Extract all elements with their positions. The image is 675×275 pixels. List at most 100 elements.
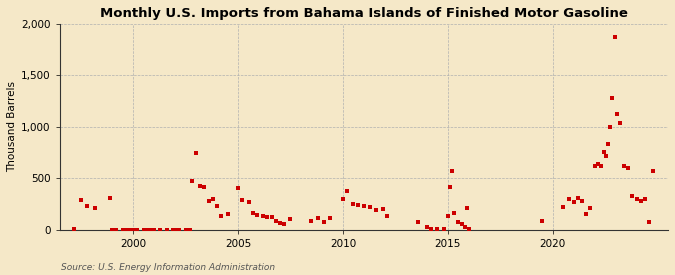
Point	[191, 150, 202, 155]
Point	[184, 228, 195, 232]
Point	[107, 228, 117, 232]
Point	[180, 228, 191, 232]
Point	[438, 227, 449, 231]
Point	[285, 217, 296, 222]
Point	[237, 198, 248, 202]
Point	[432, 227, 443, 232]
Point	[306, 218, 317, 223]
Point	[358, 204, 369, 208]
Point	[138, 228, 149, 232]
Point	[635, 199, 646, 203]
Point	[447, 168, 458, 173]
Point	[585, 206, 596, 210]
Point	[607, 96, 618, 100]
Point	[445, 184, 456, 189]
Point	[222, 212, 233, 216]
Point	[148, 228, 159, 232]
Point	[464, 227, 475, 232]
Point	[421, 224, 432, 229]
Point	[371, 208, 382, 212]
Point	[90, 206, 101, 210]
Point	[381, 214, 392, 219]
Point	[266, 215, 277, 220]
Text: Source: U.S. Energy Information Administration: Source: U.S. Energy Information Administ…	[61, 263, 275, 272]
Point	[279, 221, 290, 226]
Point	[111, 228, 122, 232]
Point	[199, 184, 210, 189]
Point	[603, 142, 614, 146]
Point	[161, 228, 172, 232]
Point	[644, 220, 655, 224]
Point	[262, 215, 273, 219]
Point	[342, 188, 352, 193]
Point	[216, 214, 227, 219]
Point	[459, 224, 470, 229]
Point	[377, 207, 388, 211]
Point	[453, 219, 464, 224]
Point	[581, 212, 592, 216]
Point	[132, 228, 143, 232]
Point	[105, 196, 115, 200]
Point	[461, 205, 472, 210]
Point	[325, 216, 335, 221]
Point	[275, 220, 286, 225]
Point	[252, 213, 263, 217]
Point	[612, 112, 622, 117]
Point	[413, 219, 424, 224]
Y-axis label: Thousand Barrels: Thousand Barrels	[7, 81, 17, 172]
Point	[186, 179, 197, 184]
Point	[618, 164, 629, 168]
Point	[233, 185, 244, 190]
Point	[76, 198, 86, 202]
Point	[631, 197, 642, 201]
Point	[146, 228, 157, 232]
Point	[457, 222, 468, 226]
Point	[313, 216, 323, 221]
Point	[212, 204, 223, 208]
Point	[599, 149, 610, 154]
Point	[207, 197, 218, 201]
Point	[352, 203, 363, 207]
Point	[568, 200, 579, 204]
Point	[364, 205, 375, 209]
Point	[648, 169, 659, 173]
Point	[247, 211, 258, 215]
Point	[348, 202, 359, 206]
Point	[167, 228, 178, 232]
Title: Monthly U.S. Imports from Bahama Islands of Finished Motor Gasoline: Monthly U.S. Imports from Bahama Islands…	[100, 7, 628, 20]
Point	[426, 227, 437, 231]
Point	[609, 35, 620, 40]
Point	[203, 199, 214, 203]
Point	[271, 218, 281, 223]
Point	[558, 205, 568, 209]
Point	[614, 120, 625, 125]
Point	[82, 204, 92, 208]
Point	[601, 153, 612, 158]
Point	[589, 164, 600, 168]
Point	[338, 197, 348, 201]
Point	[442, 214, 453, 219]
Point	[155, 228, 166, 232]
Point	[449, 211, 460, 216]
Point	[128, 228, 138, 232]
Point	[195, 183, 206, 188]
Point	[627, 194, 638, 198]
Point	[258, 214, 269, 218]
Point	[593, 162, 603, 166]
Point	[243, 200, 254, 204]
Point	[122, 228, 132, 232]
Point	[564, 197, 575, 201]
Point	[572, 196, 583, 200]
Point	[537, 218, 547, 223]
Point	[117, 228, 128, 232]
Point	[69, 227, 80, 232]
Point	[576, 199, 587, 203]
Point	[605, 125, 616, 129]
Point	[169, 228, 180, 232]
Point	[319, 219, 329, 224]
Point	[623, 166, 634, 170]
Point	[174, 228, 185, 232]
Point	[640, 197, 651, 201]
Point	[142, 228, 153, 232]
Point	[595, 164, 606, 168]
